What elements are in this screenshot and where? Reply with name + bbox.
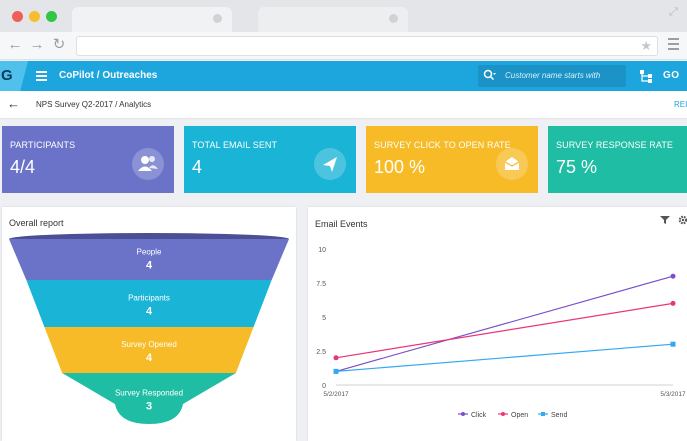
envelope-open-icon xyxy=(496,148,528,180)
funnel-stage-people[interactable] xyxy=(9,239,289,280)
kpi-label: TOTAL EMAIL SENT xyxy=(192,140,278,150)
funnel-stage-name: Survey Responded xyxy=(115,389,183,398)
kpi-card-click-to-open: SURVEY CLICK TO OPEN RATE 100 % xyxy=(366,126,538,193)
legend-label[interactable]: Send xyxy=(551,412,567,419)
browser-tab-active[interactable] xyxy=(72,7,232,32)
funnel-stage-value: 4 xyxy=(146,260,153,272)
forward-arrow-icon[interactable]: → xyxy=(29,36,45,53)
funnel-stage-name: Survey Opened xyxy=(121,340,177,349)
series-line-send xyxy=(335,343,674,372)
y-tick-label: 7.5 xyxy=(316,281,326,288)
kpi-card-participants: PARTICIPANTS 4/4 xyxy=(2,126,174,193)
kpi-value: 4 xyxy=(192,157,203,177)
kpi-label: PARTICIPANTS xyxy=(10,140,76,150)
search-icon xyxy=(483,69,496,81)
report-link[interactable]: REI xyxy=(674,100,687,109)
y-tick-label: 0 xyxy=(322,383,326,390)
go-button[interactable]: GO xyxy=(663,70,680,81)
address-bar[interactable]: ★ xyxy=(76,36,658,56)
browser-menu-icon[interactable] xyxy=(668,38,679,53)
email-events-chart: 0 2.5 5 7.5 10 5/2/2017 5/3/2017 Click Open Send xyxy=(316,247,686,419)
send-icon xyxy=(314,148,346,180)
kpi-card-email-sent: TOTAL EMAIL SENT 4 xyxy=(184,126,356,193)
funnel-stage-value: 4 xyxy=(146,352,153,364)
data-point[interactable] xyxy=(333,368,339,374)
hamburger-menu-icon[interactable] xyxy=(36,71,47,83)
series-line-click xyxy=(335,275,674,372)
back-arrow-icon[interactable]: ← xyxy=(7,36,23,53)
panel-title: Overall report xyxy=(9,218,64,228)
close-tab-icon[interactable] xyxy=(389,14,398,23)
funnel-stage-value: 3 xyxy=(146,401,152,413)
legend-marker xyxy=(541,412,545,416)
legend-marker xyxy=(501,412,505,416)
expand-icon[interactable]: ⤢ xyxy=(669,6,678,18)
back-arrow-icon[interactable]: ← xyxy=(7,96,20,111)
kpi-value: 75 % xyxy=(556,157,598,177)
legend-label[interactable]: Open xyxy=(511,412,528,419)
close-tab-icon[interactable] xyxy=(213,14,222,23)
customer-search[interactable]: Customer name starts with xyxy=(478,65,626,87)
series-line-open xyxy=(335,302,674,359)
search-input[interactable]: Customer name starts with xyxy=(505,71,601,80)
funnel-chart: People 4 Participants 4 Survey Opened 4 Survey… xyxy=(9,233,289,424)
data-point[interactable] xyxy=(670,273,676,279)
kpi-label: SURVEY CLICK TO OPEN RATE xyxy=(374,140,511,150)
kpi-label: SURVEY RESPONSE RATE xyxy=(556,140,674,150)
users-icon xyxy=(132,148,164,180)
overall-report-panel: Overall report People 4 Participants 4 Surve… xyxy=(2,207,296,441)
browser-tab-bar: ⤢ xyxy=(0,0,687,32)
app-header: G CoPilot / Outreaches Customer name sta… xyxy=(0,61,687,91)
legend-marker xyxy=(461,412,465,416)
kpi-value: 100 % xyxy=(374,157,426,177)
maximize-window-dot[interactable] xyxy=(46,11,57,22)
y-tick-label: 10 xyxy=(318,247,326,254)
kpi-card-response-rate: SURVEY RESPONSE RATE 75 % xyxy=(548,126,687,193)
page-subheader: ← NPS Survey Q2-2017 / Analytics REI xyxy=(0,91,687,119)
legend-label[interactable]: Click xyxy=(471,412,487,419)
page-title: NPS Survey Q2-2017 / Analytics xyxy=(36,100,152,109)
kpi-value: 4/4 xyxy=(10,157,36,177)
funnel-stage-survey-responded[interactable] xyxy=(62,373,236,424)
gear-icon[interactable] xyxy=(678,215,687,225)
funnel-stage-value: 4 xyxy=(146,306,153,318)
email-events-panel: Email Events 0 2.5 5 7.5 10 5/2/2017 5/3/2017 C… xyxy=(308,207,687,441)
reload-icon[interactable]: ↻ xyxy=(52,36,66,53)
minimize-window-dot[interactable] xyxy=(29,11,40,22)
breadcrumb[interactable]: CoPilot / Outreaches xyxy=(59,70,158,81)
data-point[interactable] xyxy=(333,355,339,361)
funnel-stage-participants[interactable] xyxy=(26,280,272,327)
funnel-stage-name: People xyxy=(137,248,162,257)
x-tick-label: 5/3/2017 xyxy=(660,391,686,398)
data-point[interactable] xyxy=(670,300,676,306)
close-window-dot[interactable] xyxy=(12,11,23,22)
filter-icon[interactable] xyxy=(660,215,670,225)
app-logo-letter: G xyxy=(1,67,13,84)
data-point[interactable] xyxy=(670,341,676,347)
browser-tab-inactive[interactable] xyxy=(258,7,408,32)
hierarchy-icon[interactable] xyxy=(639,69,653,83)
bookmark-star-icon[interactable]: ★ xyxy=(640,38,652,53)
funnel-stage-name: Participants xyxy=(128,294,170,303)
browser-toolbar: ← → ↻ ★ xyxy=(0,32,687,60)
y-tick-label: 2.5 xyxy=(316,349,326,356)
x-tick-label: 5/2/2017 xyxy=(323,391,349,398)
funnel-stage-survey-opened[interactable] xyxy=(44,327,254,373)
panel-title: Email Events xyxy=(315,219,368,229)
y-tick-label: 5 xyxy=(322,315,326,322)
